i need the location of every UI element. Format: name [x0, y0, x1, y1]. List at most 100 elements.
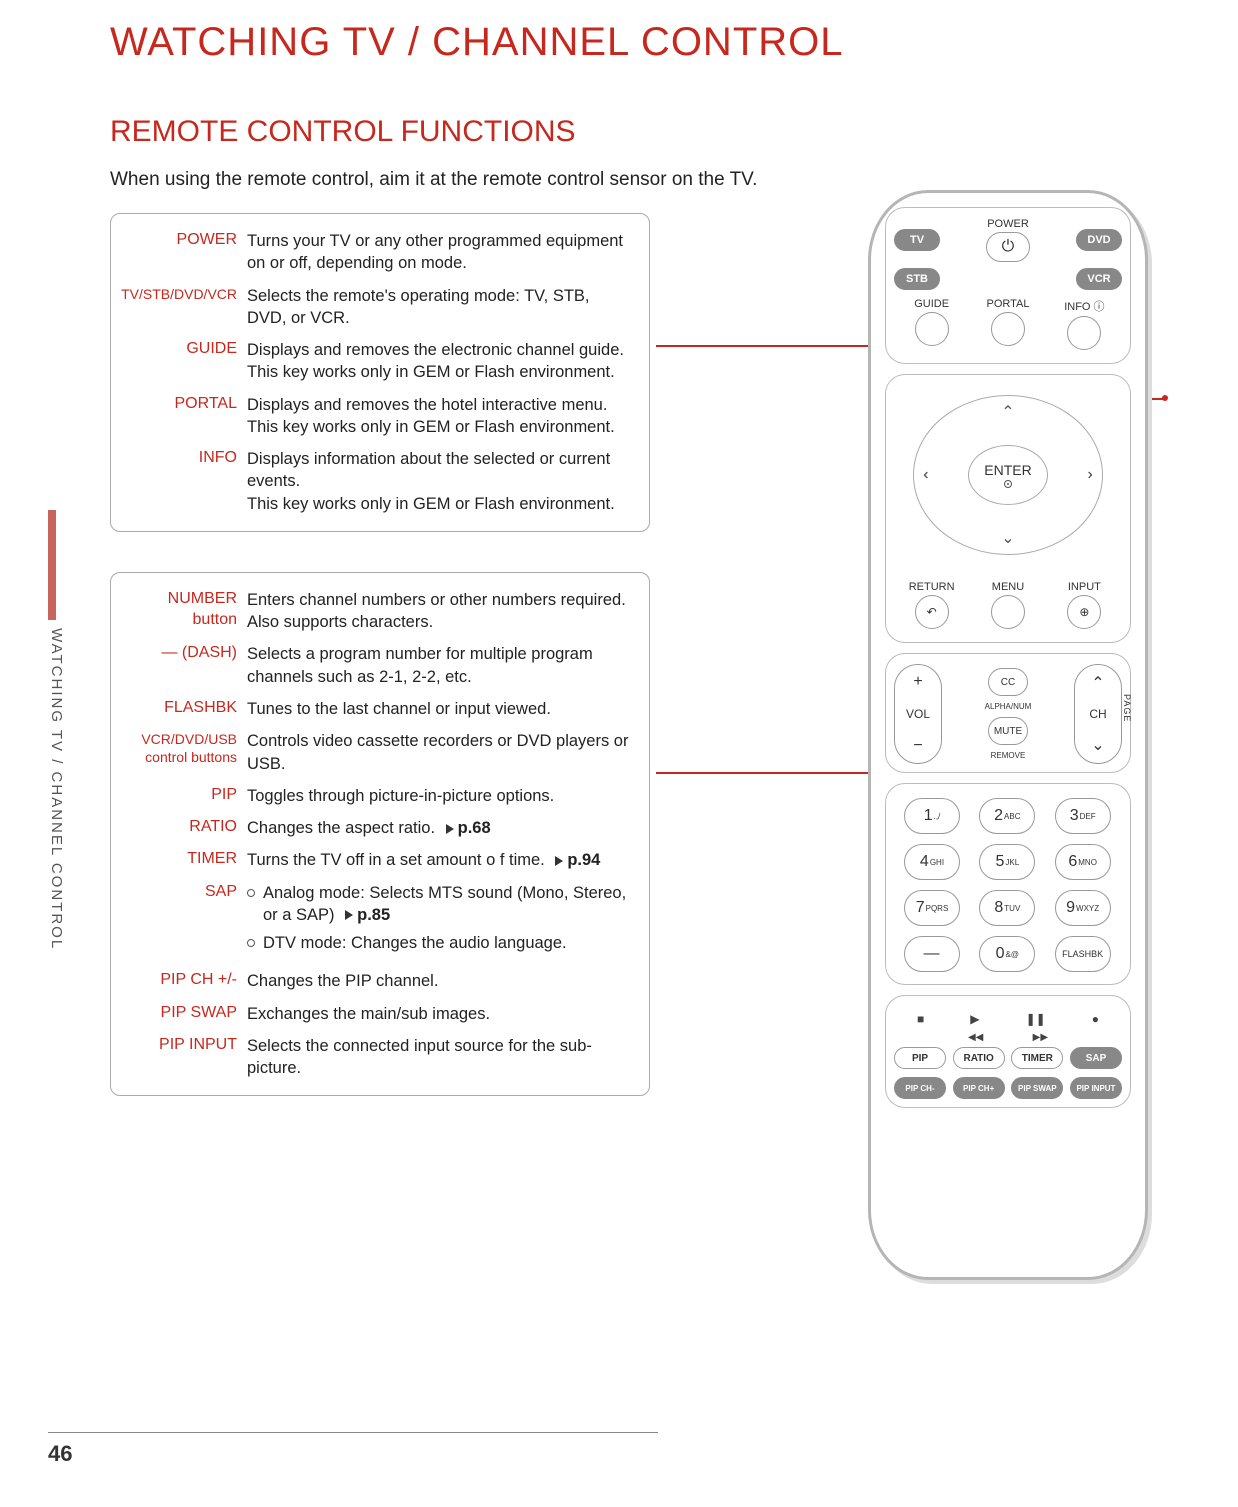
function-description: Exchanges the main/sub images.: [247, 1003, 490, 1025]
mode-button-vcr[interactable]: VCR: [1076, 268, 1122, 290]
info-button[interactable]: [1067, 316, 1101, 350]
function-label: PIP: [121, 785, 247, 807]
enter-button[interactable]: ENTER: [968, 445, 1048, 505]
function-description: Enters channel numbers or other numbers …: [247, 589, 631, 634]
function-description: Changes the PIP channel.: [247, 970, 438, 992]
mode-button-stb[interactable]: STB: [894, 268, 940, 290]
volume-label: VOL: [906, 707, 930, 721]
pip-button[interactable]: PIP CH-: [894, 1077, 946, 1099]
intro-text: When using the remote control, aim it at…: [0, 149, 1238, 191]
function-description: Analog mode: Selects MTS sound (Mono, St…: [247, 882, 631, 961]
function-label: POWER: [121, 230, 247, 275]
guide-button[interactable]: [915, 312, 949, 346]
mute-button[interactable]: MUTE: [988, 717, 1028, 745]
function-description: Selects a program number for multiple pr…: [247, 643, 631, 688]
pause-icon[interactable]: ❚❚: [1026, 1012, 1046, 1026]
keypad-key-5[interactable]: 5JKL: [979, 844, 1035, 880]
pip-button[interactable]: PIP CH+: [953, 1077, 1005, 1099]
remote-control-diagram: TV POWER ⏻ DVD STB VCR GUIDE PORTAL INFO…: [868, 190, 1148, 1280]
keypad-key-4[interactable]: 4GHI: [904, 844, 960, 880]
function-description: Controls video cassette recorders or DVD…: [247, 730, 631, 775]
function-label: VCR/DVD/USBcontrol buttons: [121, 730, 247, 775]
keypad-key-6[interactable]: 6MNO: [1055, 844, 1111, 880]
function-description: Displays and removes the electronic chan…: [247, 339, 624, 384]
keypad-key-9[interactable]: 9WXYZ: [1055, 890, 1111, 926]
remote-top-section: TV POWER ⏻ DVD STB VCR GUIDE PORTAL INFO…: [885, 207, 1131, 364]
play-icon[interactable]: ▶: [970, 1012, 979, 1026]
stop-icon[interactable]: ■: [917, 1012, 924, 1026]
function-box-2: NUMBERbuttonEnters channel numbers or ot…: [110, 572, 650, 1097]
return-label: RETURN: [894, 581, 969, 593]
section-title: REMOTE CONTROL FUNCTIONS: [0, 65, 1238, 149]
keypad-key-7[interactable]: 7PQRS: [904, 890, 960, 926]
mode-button-dvd[interactable]: DVD: [1076, 229, 1122, 251]
remove-label: REMOVE: [991, 751, 1026, 760]
dpad-left[interactable]: ⌃: [921, 468, 941, 481]
portal-label: PORTAL: [970, 298, 1045, 310]
page-label: PAGE: [1122, 694, 1132, 722]
function-label: FLASHBK: [121, 698, 247, 720]
keypad-key-FLASHBK[interactable]: FLASHBK: [1055, 936, 1111, 972]
function-label: — (DASH): [121, 643, 247, 688]
menu-button[interactable]: [991, 595, 1025, 629]
page-number: 46: [48, 1441, 72, 1467]
pip-button[interactable]: PIP INPUT: [1070, 1077, 1122, 1099]
input-label: INPUT: [1047, 581, 1122, 593]
keypad-key-0[interactable]: 0&@: [979, 936, 1035, 972]
dpad[interactable]: ⌃ ⌄ ⌃ ⌃ ENTER: [913, 395, 1103, 555]
func-button-timer[interactable]: TIMER: [1011, 1047, 1063, 1069]
function-label: PIP CH +/-: [121, 970, 247, 992]
function-box-1: POWERTurns your TV or any other programm…: [110, 213, 650, 532]
input-button[interactable]: ⊕: [1067, 595, 1101, 629]
keypad-key-3[interactable]: 3DEF: [1055, 798, 1111, 834]
function-description: Changes the aspect ratio. p.68: [247, 817, 491, 839]
channel-up[interactable]: ⌃: [1091, 673, 1104, 693]
function-label: TIMER: [121, 849, 247, 871]
function-description: Turns the TV off in a set amount o f tim…: [247, 849, 600, 871]
remote-bottom-section: ■ ▶ ❚❚ ● ◀◀ ▶▶ PIP RATIO TIMER SAP PIP CH- P…: [885, 995, 1131, 1108]
function-label: NUMBERbutton: [121, 589, 247, 634]
record-icon[interactable]: ●: [1092, 1012, 1099, 1026]
function-label: PIP INPUT: [121, 1035, 247, 1080]
forward-icon[interactable]: ▶▶: [1033, 1032, 1048, 1043]
volume-rocker[interactable]: + VOL −: [894, 664, 942, 764]
function-label: PIP SWAP: [121, 1003, 247, 1025]
keypad-key-—[interactable]: —: [904, 936, 960, 972]
function-label: INFO: [121, 448, 247, 515]
dpad-right[interactable]: ⌃: [1075, 468, 1095, 481]
alphanum-label: ALPHA/NUM: [985, 702, 1032, 711]
volume-up[interactable]: +: [913, 673, 922, 691]
function-description: Selects the connected input source for t…: [247, 1035, 631, 1080]
function-label: TV/STB/DVD/VCR: [121, 285, 247, 330]
volume-down[interactable]: −: [913, 737, 922, 755]
portal-button[interactable]: [991, 312, 1025, 346]
page-title: WATCHING TV / CHANNEL CONTROL: [0, 0, 1238, 65]
power-label: POWER: [986, 218, 1030, 230]
func-button-pip[interactable]: PIP: [894, 1047, 946, 1069]
keypad-key-2[interactable]: 2ABC: [979, 798, 1035, 834]
function-description: Selects the remote's operating mode: TV,…: [247, 285, 631, 330]
channel-down[interactable]: ⌄: [1091, 735, 1104, 755]
dpad-down[interactable]: ⌄: [1001, 528, 1014, 548]
function-label: PORTAL: [121, 394, 247, 439]
pip-button[interactable]: PIP SWAP: [1011, 1077, 1063, 1099]
channel-label: CH: [1089, 707, 1106, 721]
dpad-up[interactable]: ⌃: [1001, 402, 1014, 422]
keypad-key-1[interactable]: 1.,/: [904, 798, 960, 834]
function-description: Turns your TV or any other programmed eq…: [247, 230, 631, 275]
mode-button-tv[interactable]: TV: [894, 229, 940, 251]
power-button[interactable]: ⏻: [986, 232, 1030, 262]
remote-keypad-section: 1.,/ 2ABC 3DEF 4GHI 5JKL 6MNO 7PQRS 8TUV 9WXYZ — 0…: [885, 783, 1131, 985]
info-label: INFO ⓘ: [1047, 298, 1122, 314]
return-button[interactable]: ↶: [915, 595, 949, 629]
remote-dpad-section: ⌃ ⌄ ⌃ ⌃ ENTER RETURN↶ MENU INPUT⊕: [885, 374, 1131, 643]
func-button-ratio[interactable]: RATIO: [953, 1047, 1005, 1069]
function-label: SAP: [121, 882, 247, 961]
func-button-sap[interactable]: SAP: [1070, 1047, 1122, 1069]
function-label: RATIO: [121, 817, 247, 839]
channel-rocker[interactable]: ⌃ CH ⌄: [1074, 664, 1122, 764]
rewind-icon[interactable]: ◀◀: [968, 1032, 983, 1043]
keypad-key-8[interactable]: 8TUV: [979, 890, 1035, 926]
function-description: Displays and removes the hotel interacti…: [247, 394, 615, 439]
cc-button[interactable]: CC: [988, 668, 1028, 696]
